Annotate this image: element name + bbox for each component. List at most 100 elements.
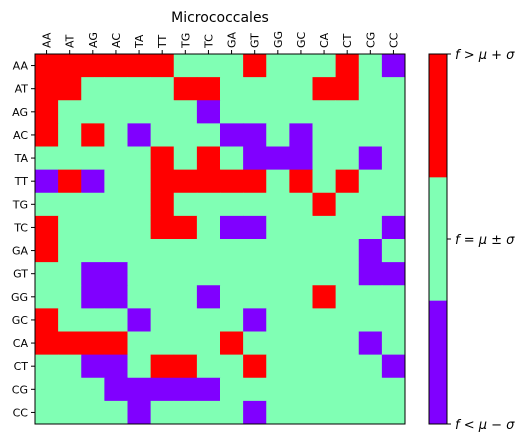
heatmap-cell-TT-TT [150,169,175,194]
heatmap-cell-AT-AA [35,77,59,101]
x-tick-label-AA: AA [41,32,54,48]
y-tick-label-TC: TC [13,221,28,234]
heatmap-cell-GG-GG [266,285,290,309]
heatmap-cell-CA-CC [381,331,406,356]
heatmap-cell-CG-CT [335,377,360,402]
heatmap-cell-CT-GC [289,354,313,379]
heatmap-cell-TT-CA [312,169,337,194]
heatmap-cell-GG-AG [81,285,105,309]
heatmap-cell-GC-AT [58,308,82,332]
heatmap-cell-TA-CG [358,146,383,171]
heatmap-cell-TA-TG [173,146,198,171]
heatmap-cell-CG-AG [81,377,105,402]
y-tick-label-CT: CT [14,360,29,373]
heatmap-cell-CT-CG [358,354,383,379]
heatmap-cell-CC-TT [150,400,175,425]
heatmap-cell-CA-GC [289,331,313,356]
heatmap-cell-AA-TT [150,54,175,78]
heatmap-cell-GG-TT [150,285,175,309]
y-tick-label-GT: GT [13,268,28,281]
heatmap-cell-CA-AC [104,331,128,356]
heatmap-cell-CG-CA [312,377,337,402]
heatmap-cell-AG-TT [150,100,175,124]
x-tick-label-AC: AC [110,33,123,48]
heatmap-cell-GG-TC [196,285,221,309]
heatmap-cell-CC-CT [335,400,360,425]
heatmap-cell-CG-AT [58,377,82,402]
heatmap-cell-AG-CA [312,100,337,124]
heatmap-cell-CG-AC [104,377,128,402]
heatmap-cells [35,54,406,425]
heatmap-cell-CA-TT [150,331,175,356]
heatmap-cell-AA-AG [81,54,105,78]
heatmap-cell-CC-CC [381,400,406,425]
heatmap-cell-CC-TC [196,400,221,425]
heatmap-cell-GG-AA [35,285,59,309]
heatmap-cell-AT-CT [335,77,360,101]
heatmap-cell-TC-AA [35,215,59,240]
y-tick-label-AC: AC [13,129,28,142]
heatmap-cell-TG-AG [81,192,105,217]
heatmap-cell-CA-GG [266,331,290,356]
heatmap-cell-TA-CC [381,146,406,171]
heatmap-cell-AA-AC [104,54,128,78]
plot-frame [34,53,406,425]
heatmap-cell-GA-GG [266,239,290,263]
heatmap-cell-AT-CC [381,77,406,101]
heatmap-cell-TA-CT [335,146,360,171]
heatmap-cell-GA-AA [35,239,59,263]
heatmap-cell-AT-TC [196,77,221,101]
heatmap-cell-TA-GT [243,146,267,171]
x-tick-label-GG: GG [272,31,285,48]
heatmap-cell-TA-AT [58,146,82,171]
heatmap-cell-AG-GG [266,100,290,124]
heatmap-cell-CC-TA [127,400,152,425]
heatmap-cell-AC-TC [196,123,221,147]
heatmap-cell-GG-GT [243,285,267,309]
x-tick-label-CG: CG [364,32,377,48]
heatmap-cell-CG-GT [243,377,267,402]
heatmap-cell-AA-TA [127,54,152,78]
heatmap-cell-TG-CG [358,192,383,217]
heatmap-cell-GC-GG [266,308,290,332]
x-tick-label-GA: GA [226,31,239,48]
heatmap-cell-TT-TC [196,169,221,194]
heatmap-cell-AC-CG [358,123,383,147]
heatmap-cell-CA-AG [81,331,105,356]
heatmap-cell-CG-TT [150,377,175,402]
y-tick-label-CG: CG [12,383,28,396]
heatmap-cell-TC-GA [220,215,244,240]
heatmap-cell-AG-CC [381,100,406,124]
heatmap-cell-AC-TG [173,123,198,147]
heatmap-cell-AG-GA [220,100,244,124]
colorbar-segment-mid [429,177,447,301]
heatmap-cell-TC-TG [173,215,198,240]
heatmap-cell-GT-GA [220,262,244,286]
heatmap-cell-TA-AA [35,146,59,171]
heatmap-cell-GA-GT [243,239,267,263]
x-tick-label-CA: CA [318,32,331,48]
x-tick-label-GT: GT [249,33,262,48]
heatmap-cell-CG-CG [358,377,383,402]
heatmap-cell-AG-CG [358,100,383,124]
heatmap-cell-AT-GC [289,77,313,101]
heatmap-cell-AT-GG [266,77,290,101]
heatmap-cell-CT-TT [150,354,175,379]
heatmap-cell-TA-TT [150,146,175,171]
heatmap-cell-AA-GG [266,54,290,78]
heatmap-cell-AA-GA [220,54,244,78]
heatmap-cell-AC-GG [266,123,290,147]
heatmap-cell-TC-CG [358,215,383,240]
heatmap-cell-GT-CG [358,262,383,286]
heatmap-cell-TG-CT [335,192,360,217]
y-tick-label-CA: CA [13,337,29,350]
heatmap-cell-GT-AT [58,262,82,286]
heatmap-cell-CC-TG [173,400,198,425]
heatmap-cell-GG-AT [58,285,82,309]
chart-title: Micrococcales [171,10,269,26]
heatmap-cell-GA-CA [312,239,337,263]
y-tick-label-CC: CC [13,406,29,419]
heatmap-cell-CA-AA [35,331,59,356]
heatmap-cell-CG-TA [127,377,152,402]
heatmap-cell-GG-TG [173,285,198,309]
